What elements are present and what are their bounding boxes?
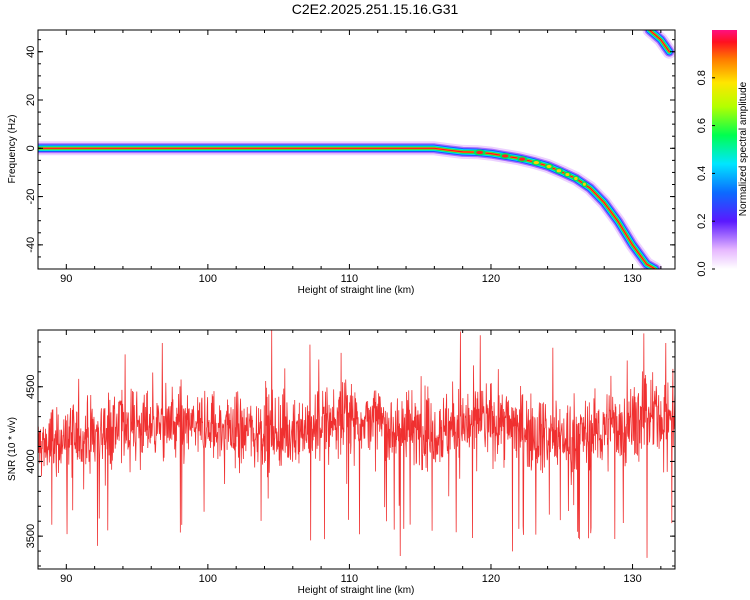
spectrogram-y-label: Frequency (Hz) [7,115,18,184]
ridge-blob-core [546,164,552,169]
y-tick-label: 0 [25,145,37,151]
spectrogram-frame [37,29,676,270]
ridge-blob-core [582,182,586,186]
secondary-ridge-core [648,30,670,53]
colorbar-tick-label: 0.0 [696,261,708,276]
colorbar-gradient [712,30,737,269]
snr-series-line [38,330,675,558]
spectrogram-panel: 90 100 110 120 130 40 20 0 -20 -40 Height of str… [7,29,676,296]
x-tick-label: 100 [199,273,217,285]
colorbar: 0.0 0.2 0.4 0.6 0.8 Normalized spectral ampl… [696,30,749,277]
y-tick-label: 20 [25,94,37,106]
y-tick-label: -20 [25,189,37,205]
y-tick-label: -40 [25,237,37,253]
snr-frame [37,329,676,570]
ridge-blob-core [476,150,484,155]
colorbar-tick-label: 0.2 [696,214,708,229]
x-tick-label: 100 [199,573,217,585]
chart-title: C2E2.2025.251.15.16.G31 [291,1,459,17]
x-tick-label: 130 [623,573,641,585]
ridge-blob-core [574,176,578,181]
y-tick-label: 4500 [25,375,37,399]
y-tick-label: 4000 [25,449,37,473]
x-tick-label: 130 [623,273,641,285]
spectrogram-ridge [38,30,675,269]
snr-y-label: SNR (10 * v/v) [7,417,18,481]
x-tick-label: 90 [60,573,72,585]
snr-x-ticks: 90 100 110 120 130 [37,330,662,585]
snr-y-ticks: 3500 4000 4500 [25,341,675,567]
spectrogram-y-ticks: 40 20 0 -20 -40 [25,39,675,270]
colorbar-tick-label: 0.4 [696,166,708,181]
spectrogram-x-label: Height of straight line (km) [298,285,415,296]
colorbar-label: Normalized spectral amplitude [738,81,749,216]
ridge-blob-core [501,154,509,158]
colorbar-tick-label: 0.6 [696,118,708,133]
x-tick-label: 110 [341,573,359,585]
ridge-core [38,147,656,269]
ridge-blob-core [519,157,526,161]
snr-x-label: Height of straight line (km) [298,585,415,596]
colorbar-ticks: 0.0 0.2 0.4 0.6 0.8 [696,70,715,277]
spectrogram-x-ticks: 90 100 110 120 130 [37,30,662,285]
y-tick-label: 3500 [25,524,37,548]
ridge-blob-core [533,161,540,165]
x-tick-label: 120 [482,573,500,585]
x-tick-label: 110 [341,273,359,285]
snr-panel: 90 100 110 120 130 3500 4000 4500 Height of st… [7,329,676,596]
ridge-blob-core [565,172,570,177]
y-tick-label: 40 [25,46,37,58]
ridge-halo [38,141,663,269]
colorbar-tick-label: 0.8 [696,70,708,85]
ridge-blob-core [556,169,562,173]
x-tick-label: 120 [482,273,500,285]
x-tick-label: 90 [60,273,72,285]
